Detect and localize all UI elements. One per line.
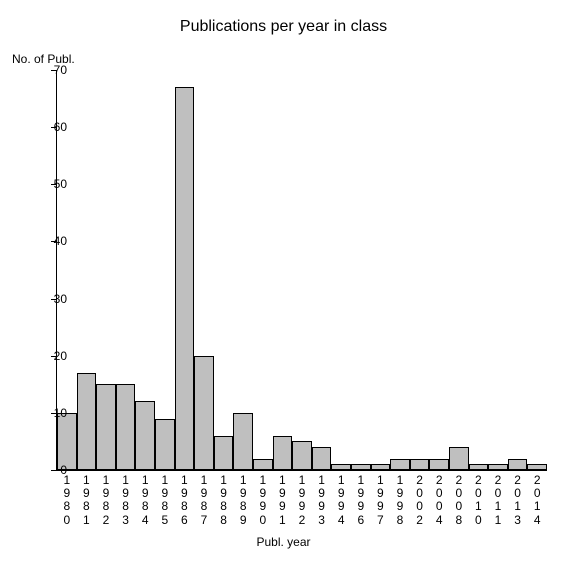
x-tick-label: 1986: [178, 474, 190, 527]
bar: [371, 464, 391, 470]
x-tick-label: 1982: [100, 474, 112, 527]
x-tick-label: 1990: [257, 474, 269, 527]
x-tick-label: 1996: [355, 474, 367, 527]
bar: [351, 464, 371, 470]
x-tick-label: 2011: [492, 474, 504, 527]
y-tick-label: 10: [27, 406, 67, 420]
x-tick-label: 1998: [394, 474, 406, 527]
bar: [410, 459, 430, 470]
bar: [469, 464, 489, 470]
x-tick-label: 1980: [61, 474, 73, 527]
bar: [135, 401, 155, 470]
bar: [390, 459, 410, 470]
x-tick-label: 1984: [139, 474, 151, 527]
bar: [253, 459, 273, 470]
y-tick-label: 30: [27, 292, 67, 306]
y-tick-label: 50: [27, 177, 67, 191]
bar: [527, 464, 547, 470]
x-tick-label: 1983: [120, 474, 132, 527]
x-tick-label: 1991: [276, 474, 288, 527]
x-tick-label: 2002: [414, 474, 426, 527]
x-tick-label: 1992: [296, 474, 308, 527]
x-tick-label: 2014: [531, 474, 543, 527]
y-tick-label: 60: [27, 120, 67, 134]
bar: [312, 447, 332, 470]
x-tick-label: 1997: [374, 474, 386, 527]
bar: [331, 464, 351, 470]
bar: [194, 356, 214, 470]
bar: [508, 459, 528, 470]
y-tick-label: 20: [27, 349, 67, 363]
x-tick-label: 1993: [316, 474, 328, 527]
y-tick-label: 0: [27, 463, 67, 477]
bar: [233, 413, 253, 470]
bar: [214, 436, 234, 470]
bar: [175, 87, 195, 470]
x-tick-label: 2010: [472, 474, 484, 527]
x-axis-label: Publ. year: [0, 535, 567, 549]
bar: [155, 419, 175, 470]
chart-title: Publications per year in class: [0, 18, 567, 36]
bar: [77, 373, 97, 470]
x-tick-label: 2004: [433, 474, 445, 527]
bar: [116, 384, 136, 470]
x-tick-label: 1994: [335, 474, 347, 527]
bar: [57, 413, 77, 470]
bar: [96, 384, 116, 470]
y-tick-label: 70: [27, 63, 67, 77]
bar: [292, 441, 312, 470]
x-tick-label: 1988: [218, 474, 230, 527]
x-tick-label: 2008: [453, 474, 465, 527]
x-tick-label: 1989: [237, 474, 249, 527]
plot-area: 1980198119821983198419851986198719881989…: [56, 70, 547, 471]
y-tick-label: 40: [27, 234, 67, 248]
x-tick-label: 1981: [80, 474, 92, 527]
publications-chart: Publications per year in class No. of Pu…: [0, 0, 567, 567]
x-tick-label: 2013: [512, 474, 524, 527]
x-tick-label: 1987: [198, 474, 210, 527]
bar: [488, 464, 508, 470]
bar: [449, 447, 469, 470]
x-tick-label: 1985: [159, 474, 171, 527]
bar: [273, 436, 293, 470]
bar: [429, 459, 449, 470]
